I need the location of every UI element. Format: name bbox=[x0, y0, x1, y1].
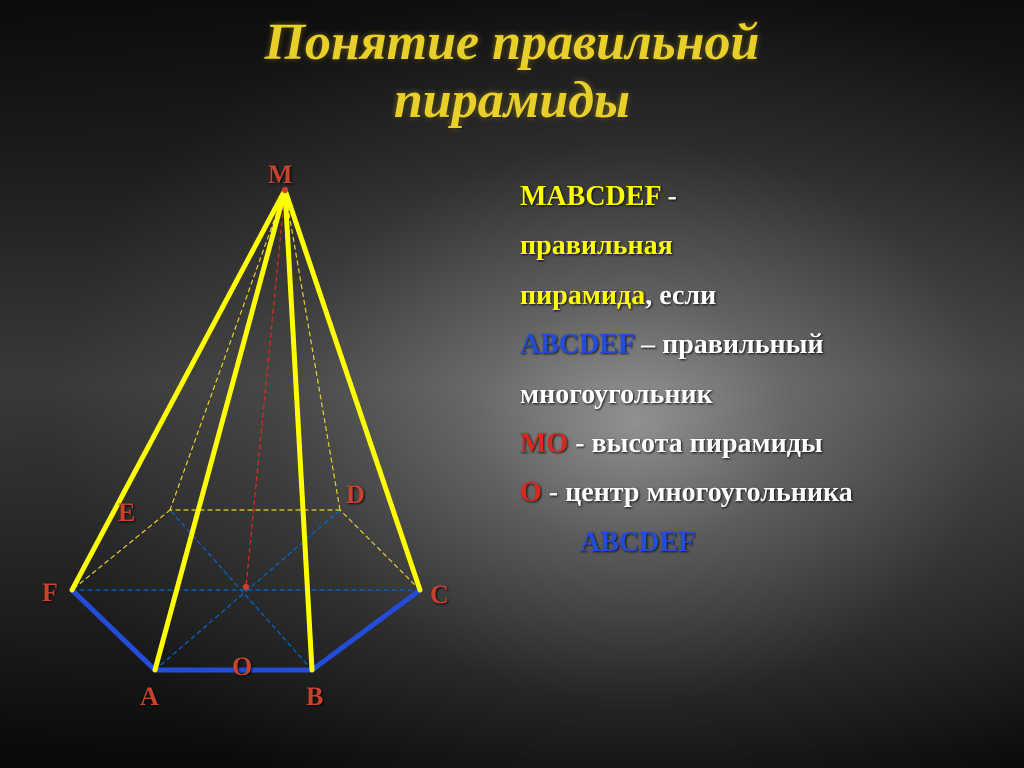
title-line-2: пирамиды bbox=[394, 72, 630, 129]
txt-pyramid: пирамида bbox=[520, 280, 645, 311]
text-row-8: ABCDEF bbox=[520, 521, 990, 564]
slide: Понятие правильной пирамиды MABCDEFO MAB… bbox=[0, 0, 1024, 768]
vertex-label-f: F bbox=[42, 578, 58, 608]
text-row-3: пирамида, если bbox=[520, 274, 990, 317]
vertex-label-c: C bbox=[430, 580, 449, 610]
vertex-label-a: A bbox=[140, 682, 159, 712]
vertex-label-o: O bbox=[232, 652, 252, 682]
text-row-6: МО - высота пирамиды bbox=[520, 422, 990, 465]
txt-polygon: многоугольник bbox=[520, 379, 713, 410]
text-row-2: правильная bbox=[520, 224, 990, 267]
txt-o: О bbox=[520, 477, 542, 508]
txt-sep: - bbox=[568, 428, 591, 459]
title-line-1: Понятие правильной bbox=[265, 14, 760, 71]
vertex-label-m: M bbox=[268, 160, 293, 190]
txt-height: высота пирамиды bbox=[592, 428, 823, 459]
txt-dash: - bbox=[661, 181, 677, 212]
txt-abcdef: ABCDEF bbox=[520, 329, 634, 360]
slide-title: Понятие правильной пирамиды bbox=[0, 14, 1024, 130]
vertex-label-b: B bbox=[306, 682, 323, 712]
txt-center: - центр многоугольника bbox=[542, 477, 853, 508]
txt-regular: правильная bbox=[520, 230, 673, 261]
diagram-container: M A B C D E F O bbox=[10, 160, 510, 765]
vertex-label-d: D bbox=[346, 480, 365, 510]
text-row-4: ABCDEF – правильный bbox=[520, 323, 990, 366]
definition-text: MABCDEF - правильная пирамида, если ABCD… bbox=[520, 175, 990, 570]
pyramid-diagram bbox=[10, 160, 510, 760]
text-row-1: MABCDEF - bbox=[520, 175, 990, 218]
txt-if: , если bbox=[645, 280, 716, 311]
text-row-5: многоугольник bbox=[520, 373, 990, 416]
txt-reg-poly: – правильный bbox=[634, 329, 824, 360]
text-row-7: О - центр многоугольника bbox=[520, 471, 990, 514]
vertex-label-e: E bbox=[118, 498, 135, 528]
txt-mo: МО bbox=[520, 428, 568, 459]
txt-abcdef-2: ABCDEF bbox=[580, 527, 695, 558]
txt-mabcdef: MABCDEF bbox=[520, 181, 661, 212]
